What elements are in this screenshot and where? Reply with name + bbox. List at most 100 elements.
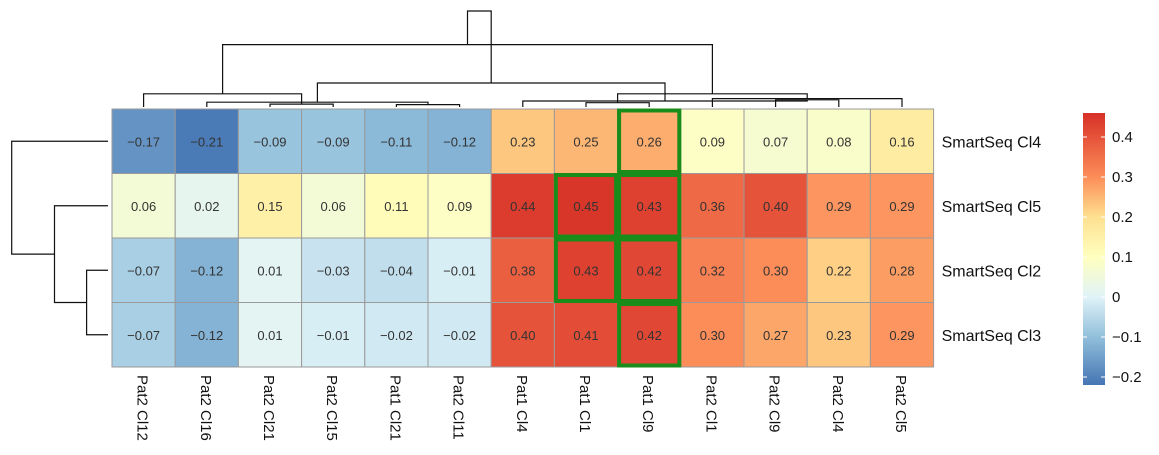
heatmap-cell xyxy=(617,237,682,303)
highlight-box xyxy=(617,237,682,303)
cell-value-label: 0.26 xyxy=(637,134,662,149)
heatmap-cell xyxy=(680,302,745,368)
cell-value-label: 0.29 xyxy=(889,328,914,343)
heatmap-cell xyxy=(553,302,619,368)
cell-value-label: −0.01 xyxy=(317,328,350,343)
legend-tick-label: −0.2 xyxy=(1112,369,1142,386)
heatmap-cell xyxy=(806,173,871,239)
cell-value-label: 0.42 xyxy=(637,328,662,343)
dendrogram-branch xyxy=(585,102,650,107)
heatmap-cell xyxy=(553,237,619,303)
column-label: Pat2 Cl16 xyxy=(197,375,214,441)
highlight-box xyxy=(553,173,619,239)
heatmap-cell xyxy=(869,173,935,239)
cell-value-label: 0.42 xyxy=(637,263,662,278)
cell-value-label: 0.23 xyxy=(510,134,535,149)
cell-value-label: −0.12 xyxy=(190,328,223,343)
color-legend: 0.4 0.3 0.2 0.1 0 −0.1 −0.2 xyxy=(1083,113,1142,386)
cell-value-label: 0.07 xyxy=(763,134,788,149)
heatmap-cell xyxy=(237,237,303,303)
column-label: Pat1 Cl21 xyxy=(386,375,403,441)
heatmap-cell xyxy=(869,108,935,174)
highlight-box xyxy=(553,237,619,303)
heatmap-cell xyxy=(869,302,935,368)
cell-value-label: 0.02 xyxy=(194,199,219,214)
row-label: SmartSeq Cl5 xyxy=(942,199,1042,216)
dendrogram-branch xyxy=(222,44,713,94)
legend-tick-label: 0 xyxy=(1112,289,1120,306)
column-label: Pat2 Cl4 xyxy=(829,375,846,433)
heatmap-cell xyxy=(301,173,366,239)
cell-value-label: 0.11 xyxy=(384,199,408,214)
heatmap-cell xyxy=(617,302,682,368)
row-label: SmartSeq Cl4 xyxy=(942,134,1042,151)
cell-value-label: −0.02 xyxy=(443,328,476,343)
heatmap-cells: −0.17 −0.21 −0.09 −0.09 −0.11 −0.12 0.23 0.25 0.… xyxy=(111,108,935,368)
heatmap-cell xyxy=(427,302,492,368)
heatmap-cell xyxy=(806,237,871,303)
highlight-boxes xyxy=(553,108,682,368)
cell-value-label: 0.29 xyxy=(889,199,914,214)
heatmap-cell xyxy=(301,302,366,368)
column-label: Pat2 Cl1 xyxy=(702,375,719,433)
cell-value-label: 0.22 xyxy=(826,263,851,278)
highlight-box xyxy=(617,302,682,368)
heatmap-cell xyxy=(364,173,429,239)
cell-value-label: 0.41 xyxy=(573,328,598,343)
cell-value-label: 0.44 xyxy=(510,199,535,214)
cell-value-label: 0.40 xyxy=(763,199,788,214)
heatmap-cell xyxy=(743,302,808,368)
legend-tick-label: 0.1 xyxy=(1112,249,1133,266)
heatmap-cell xyxy=(364,108,429,174)
heatmap-cell xyxy=(806,302,871,368)
row-labels: SmartSeq Cl4 SmartSeq Cl5 SmartSeq Cl2 Smar… xyxy=(942,134,1042,345)
heatmap-cell xyxy=(490,108,555,174)
cell-value-label: −0.17 xyxy=(127,134,160,149)
heatmap-cell xyxy=(427,173,492,239)
cell-value-label: −0.12 xyxy=(443,134,476,149)
cell-value-label: −0.21 xyxy=(190,134,223,149)
cell-value-label: 0.43 xyxy=(637,199,662,214)
column-label: Pat1 Cl4 xyxy=(513,375,530,433)
heatmap-cell xyxy=(237,302,303,368)
cell-value-label: 0.30 xyxy=(700,328,725,343)
heatmap-cell xyxy=(237,108,303,174)
cell-value-label: 0.27 xyxy=(763,328,788,343)
column-label: Pat1 Cl1 xyxy=(576,375,593,433)
heatmap-cell xyxy=(174,302,239,368)
highlight-box xyxy=(617,108,682,174)
column-label: Pat2 Cl11 xyxy=(450,375,467,440)
cell-value-label: 0.30 xyxy=(763,263,788,278)
column-dendrogram xyxy=(143,10,903,107)
legend-color-bar xyxy=(1083,113,1105,385)
dendrogram-branch xyxy=(269,103,334,107)
cell-value-label: 0.09 xyxy=(700,134,725,149)
column-label: Pat2 Cl15 xyxy=(323,375,340,441)
heatmap-cell xyxy=(237,173,303,239)
cell-value-label: −0.01 xyxy=(443,263,476,278)
cell-value-label: 0.25 xyxy=(573,134,598,149)
heatmap-cell xyxy=(174,237,239,303)
dendrogram-branch xyxy=(316,82,666,103)
row-label: SmartSeq Cl3 xyxy=(942,328,1042,345)
cell-value-label: 0.32 xyxy=(700,263,725,278)
dendrogram-branch xyxy=(53,205,108,304)
cell-value-label: 0.01 xyxy=(257,328,282,343)
cell-value-label: −0.12 xyxy=(190,263,223,278)
heatmap-cell xyxy=(869,237,935,303)
cell-value-label: −0.02 xyxy=(380,328,413,343)
heatmap-cell xyxy=(301,108,366,174)
cell-value-label: −0.11 xyxy=(380,134,412,149)
cell-value-label: 0.29 xyxy=(826,199,851,214)
cell-value-label: 0.23 xyxy=(826,328,851,343)
heatmap-cell xyxy=(174,173,239,239)
cell-value-label: −0.07 xyxy=(127,263,160,278)
dendrogram-branch xyxy=(86,269,108,336)
dendrogram-branch xyxy=(11,140,108,255)
cell-value-label: 0.38 xyxy=(510,263,535,278)
heatmap-cell xyxy=(364,302,429,368)
heatmap-cell xyxy=(111,108,176,174)
column-label: Pat2 Cl9 xyxy=(766,375,783,433)
cell-value-label: 0.40 xyxy=(510,328,535,343)
cell-value-label: 0.09 xyxy=(447,199,472,214)
